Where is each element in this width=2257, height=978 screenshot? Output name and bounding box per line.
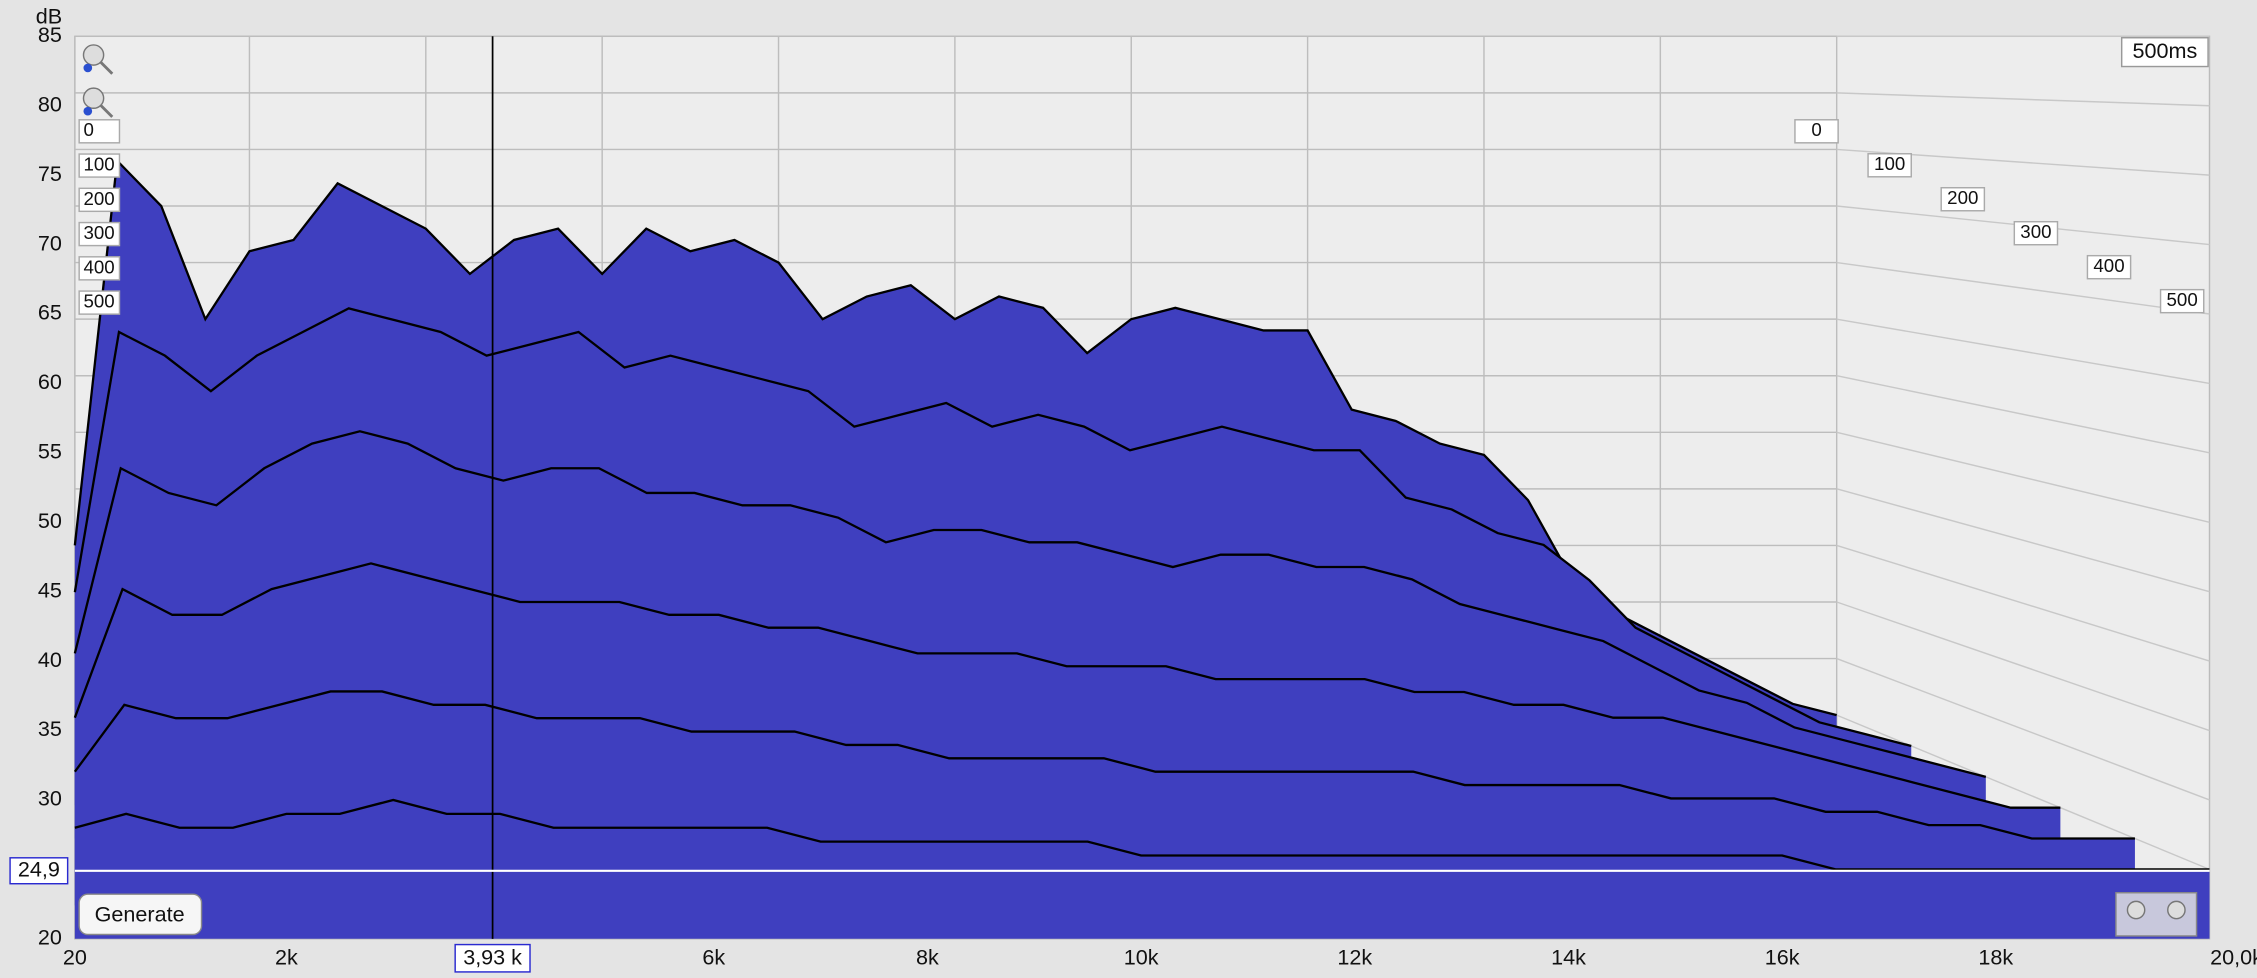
zoom-icon[interactable] [82,87,105,109]
depth-label-box [1794,119,1839,144]
zoom-icon-badge[interactable] [83,63,93,73]
depth-tick-label: 200 [83,188,114,209]
cursor-y-label-box [9,857,69,885]
floor-grid-line [1836,714,2210,871]
time-label-box [2120,37,2209,68]
slice-line [73,158,1837,717]
depth-label-box [78,290,121,315]
depth-tick-label: 100 [1874,153,1905,174]
zoom-icon-handle[interactable] [99,61,114,75]
y-tick-label: 45 [38,577,62,602]
depth-label-box [1867,153,1912,178]
depth-tick-label: 400 [83,256,114,277]
y-tick-label: 55 [38,439,62,464]
slice-area [74,799,2210,939]
depth-tick-label: 500 [2167,289,2198,310]
y-tick-label: 30 [38,786,62,811]
x-tick-label: 14k [1551,945,1586,970]
slices [73,158,2210,939]
floor-grid-line [1836,261,2210,315]
x-tick-label: 20,0k Hz [2210,945,2257,970]
y-tick-label: 85 [38,22,62,47]
y-tick-label: 80 [38,91,62,116]
slice-line [73,562,2061,809]
zoom-out-button[interactable] [82,87,114,118]
floor-grid-line [1836,488,2210,593]
x-tick-label: 18k [1978,945,2013,970]
slice-line [73,690,2135,840]
slice-line [73,307,1912,748]
y-tick-label: 60 [38,369,62,394]
zoom-icon-badge[interactable] [83,106,93,116]
y-tick-label: 40 [38,647,62,672]
floor-grid-line [1836,657,2210,801]
generate-button-box[interactable] [78,893,203,936]
depth-label-box [78,221,121,247]
depth-tick-label: 100 [83,154,114,175]
generate-button[interactable]: Generate [78,893,203,936]
cursor-y-label: 24,9 [18,856,60,881]
zoom-icon-handle[interactable] [99,104,114,118]
depth-tick-label: 200 [1947,187,1978,208]
y-tick-label: 65 [38,300,62,325]
x-tick-label: 10k [1124,945,1159,970]
depth-label-box [78,153,121,178]
zoom-x-buttons[interactable] [2115,892,2198,937]
time-label: 500ms [2132,38,2197,63]
depth-tick-label: 500 [83,291,114,312]
depth-label-box [1940,187,1986,212]
floor-grid-line [1836,431,2210,523]
x-tick-label: 16k [1765,945,1800,970]
depth-label-box [78,256,121,281]
depth-label-box [78,187,121,213]
depth-tick-label: 0 [83,119,93,140]
depth-tick-label: 400 [2093,255,2124,276]
slice-line [73,430,1987,778]
depth-label-box [2086,254,2132,280]
y-tick-label: 35 [38,716,62,741]
zoom-icon[interactable] [82,44,105,66]
y-axis-label: dB [36,3,62,28]
floor-grid-line [1836,92,2210,107]
depth-label-box [2013,220,2059,246]
depth-tick-label: 300 [2020,221,2051,242]
depth-label-box [2159,288,2205,314]
slice-line [74,798,2210,871]
x-tick-label: 20 [63,945,87,970]
floor-grid-line [1836,544,2210,662]
y-tick-label: 70 [38,230,62,255]
depth-tick-label: 300 [83,222,114,243]
y-tick-label: 20 [38,925,62,950]
y-tick-label: 50 [38,508,62,533]
x-tick-label: 6k [702,945,725,970]
cursor-x-label: 3,93 k [463,945,522,970]
zoom-icon[interactable] [2167,900,2186,920]
y-tick-label: 75 [38,161,62,186]
x-tick-label: 8k [916,945,939,970]
depth-tick-label: 0 [1811,119,1821,140]
zoom-icon[interactable] [2126,900,2146,920]
floor-grid-line [1836,375,2210,454]
x-tick-label: 12k [1337,945,1372,970]
zoom-in-button[interactable] [82,44,114,75]
x-tick-label: 2k [275,945,298,970]
floor-grid-line [1836,318,2210,385]
floor-grid-line [1836,601,2210,732]
cursor-x-label-box [454,943,531,973]
generate-button-label[interactable]: Generate [95,901,185,926]
depth-label-box [78,119,121,144]
